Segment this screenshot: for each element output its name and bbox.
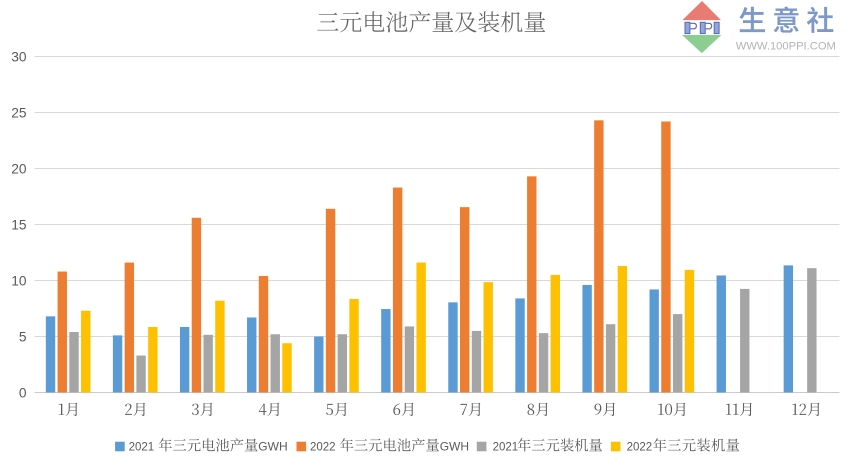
svg-text:GWH: GWH: [258, 439, 287, 453]
svg-text:15: 15: [11, 218, 27, 233]
svg-text:25: 25: [11, 106, 27, 121]
svg-text:2021: 2021: [129, 441, 155, 453]
svg-text:5: 5: [19, 330, 27, 345]
svg-text:2021: 2021: [493, 441, 519, 453]
svg-text:WWW.100PPI.COM: WWW.100PPI.COM: [736, 41, 836, 53]
svg-text:0: 0: [19, 386, 27, 401]
svg-text:20: 20: [11, 162, 27, 177]
svg-text:2022: 2022: [627, 441, 653, 453]
svg-text:2022: 2022: [310, 441, 336, 453]
svg-text:30: 30: [11, 50, 27, 65]
svg-text:10: 10: [11, 274, 27, 289]
svg-text:GWH: GWH: [440, 439, 469, 453]
